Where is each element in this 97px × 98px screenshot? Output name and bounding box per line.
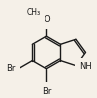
Text: O: O [43, 15, 50, 24]
Text: NH: NH [79, 62, 92, 71]
Text: CH₃: CH₃ [27, 8, 41, 17]
Text: Br: Br [42, 87, 51, 96]
Text: Br: Br [6, 64, 16, 73]
